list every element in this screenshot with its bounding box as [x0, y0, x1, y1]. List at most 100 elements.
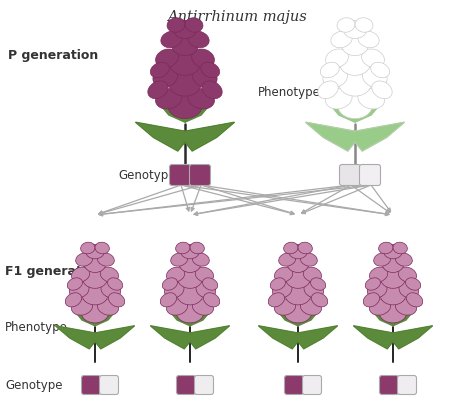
Ellipse shape [367, 281, 387, 298]
Ellipse shape [298, 242, 312, 254]
Ellipse shape [72, 267, 90, 282]
Polygon shape [170, 311, 190, 326]
Ellipse shape [82, 285, 108, 305]
Text: Antirrhinum majus: Antirrhinum majus [167, 10, 307, 24]
Ellipse shape [362, 49, 384, 68]
Ellipse shape [86, 244, 104, 259]
Text: P generation: P generation [8, 49, 98, 61]
Ellipse shape [192, 67, 217, 87]
Polygon shape [330, 104, 355, 122]
Ellipse shape [406, 278, 421, 290]
Ellipse shape [181, 244, 200, 259]
Ellipse shape [164, 281, 184, 298]
Ellipse shape [83, 269, 107, 288]
Ellipse shape [340, 52, 370, 75]
Ellipse shape [176, 242, 190, 254]
Polygon shape [136, 122, 185, 151]
Ellipse shape [289, 244, 307, 259]
Polygon shape [258, 326, 298, 349]
Ellipse shape [67, 278, 82, 290]
FancyBboxPatch shape [398, 375, 417, 395]
Ellipse shape [192, 253, 210, 266]
Ellipse shape [395, 299, 417, 315]
Ellipse shape [155, 49, 178, 68]
Ellipse shape [374, 253, 391, 266]
Polygon shape [160, 104, 185, 122]
Ellipse shape [270, 278, 285, 290]
Polygon shape [75, 311, 95, 326]
Ellipse shape [398, 267, 417, 282]
Polygon shape [298, 326, 337, 349]
Text: Phenotype: Phenotype [5, 321, 68, 335]
Ellipse shape [188, 31, 209, 48]
Ellipse shape [286, 269, 310, 288]
Ellipse shape [303, 267, 321, 282]
Ellipse shape [170, 52, 201, 75]
Polygon shape [393, 326, 433, 349]
Ellipse shape [179, 255, 201, 272]
FancyBboxPatch shape [176, 375, 195, 395]
Ellipse shape [97, 253, 114, 266]
Ellipse shape [301, 253, 317, 266]
Ellipse shape [331, 31, 352, 48]
Polygon shape [278, 311, 298, 326]
FancyBboxPatch shape [339, 164, 361, 185]
Polygon shape [355, 104, 380, 122]
Ellipse shape [358, 31, 379, 48]
Ellipse shape [274, 299, 296, 315]
Ellipse shape [160, 293, 176, 307]
Ellipse shape [101, 281, 121, 298]
Ellipse shape [279, 253, 296, 266]
Polygon shape [95, 311, 115, 326]
Ellipse shape [318, 81, 338, 98]
Polygon shape [373, 311, 393, 326]
Ellipse shape [166, 299, 188, 315]
Ellipse shape [339, 71, 371, 96]
Polygon shape [306, 122, 355, 151]
FancyBboxPatch shape [359, 164, 381, 185]
Ellipse shape [191, 49, 214, 68]
Ellipse shape [274, 267, 293, 282]
Polygon shape [185, 104, 210, 122]
FancyBboxPatch shape [380, 375, 399, 395]
Ellipse shape [369, 267, 388, 282]
FancyBboxPatch shape [100, 375, 118, 395]
Ellipse shape [168, 94, 202, 119]
FancyBboxPatch shape [194, 375, 213, 395]
Ellipse shape [148, 81, 168, 98]
Text: Phenotype: Phenotype [258, 86, 321, 98]
Ellipse shape [372, 81, 392, 98]
Ellipse shape [283, 242, 298, 254]
Ellipse shape [371, 62, 390, 78]
Ellipse shape [323, 67, 347, 87]
Ellipse shape [97, 299, 118, 315]
Ellipse shape [326, 89, 352, 109]
Ellipse shape [343, 21, 367, 38]
Polygon shape [95, 326, 135, 349]
Ellipse shape [109, 293, 125, 307]
Ellipse shape [268, 293, 284, 307]
Ellipse shape [202, 278, 218, 290]
Ellipse shape [365, 278, 381, 290]
Ellipse shape [326, 49, 348, 68]
Ellipse shape [76, 253, 93, 266]
Ellipse shape [310, 278, 326, 290]
Ellipse shape [358, 89, 384, 109]
FancyBboxPatch shape [82, 375, 100, 395]
Ellipse shape [383, 244, 402, 259]
Ellipse shape [84, 255, 106, 272]
Polygon shape [354, 326, 393, 349]
Ellipse shape [363, 67, 387, 87]
Ellipse shape [177, 285, 203, 305]
Text: Genotype: Genotype [5, 379, 63, 391]
Ellipse shape [167, 18, 185, 32]
Ellipse shape [369, 299, 391, 315]
Ellipse shape [287, 255, 309, 272]
Ellipse shape [304, 281, 324, 298]
Ellipse shape [173, 21, 197, 38]
Polygon shape [393, 311, 413, 326]
Ellipse shape [155, 89, 182, 109]
Ellipse shape [69, 281, 89, 298]
Polygon shape [190, 311, 210, 326]
Ellipse shape [379, 242, 393, 254]
